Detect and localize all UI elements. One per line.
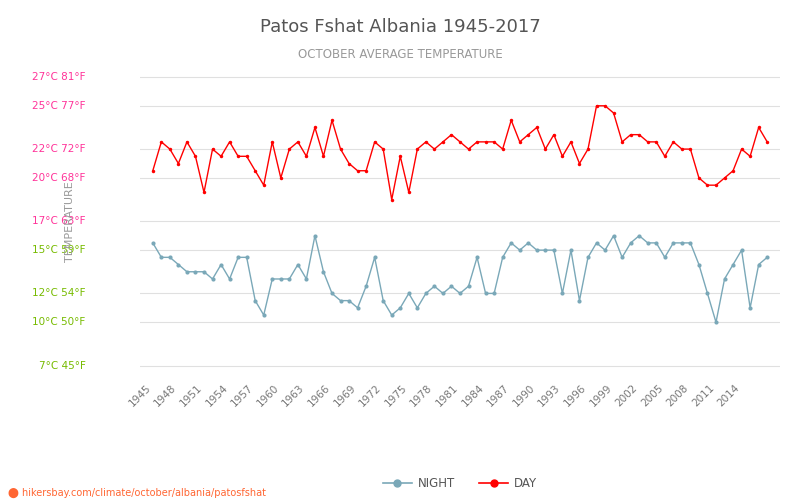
Text: ⬤ hikersbay.com/climate/october/albania/patosfshat: ⬤ hikersbay.com/climate/october/albania/… — [8, 488, 266, 498]
Text: 12°C 54°F: 12°C 54°F — [32, 288, 86, 298]
Text: 17°C 63°F: 17°C 63°F — [32, 216, 86, 226]
Text: 25°C 77°F: 25°C 77°F — [32, 101, 86, 111]
Text: 7°C 45°F: 7°C 45°F — [38, 360, 86, 370]
Text: 20°C 68°F: 20°C 68°F — [32, 173, 86, 183]
Text: 15°C 59°F: 15°C 59°F — [32, 245, 86, 255]
Text: 27°C 81°F: 27°C 81°F — [32, 72, 86, 82]
Text: Patos Fshat Albania 1945-2017: Patos Fshat Albania 1945-2017 — [260, 18, 540, 36]
Legend: NIGHT, DAY: NIGHT, DAY — [378, 472, 542, 494]
Text: TEMPERATURE: TEMPERATURE — [65, 181, 74, 262]
Text: 10°C 50°F: 10°C 50°F — [32, 318, 86, 328]
Text: 22°C 72°F: 22°C 72°F — [32, 144, 86, 154]
Text: OCTOBER AVERAGE TEMPERATURE: OCTOBER AVERAGE TEMPERATURE — [298, 48, 502, 60]
